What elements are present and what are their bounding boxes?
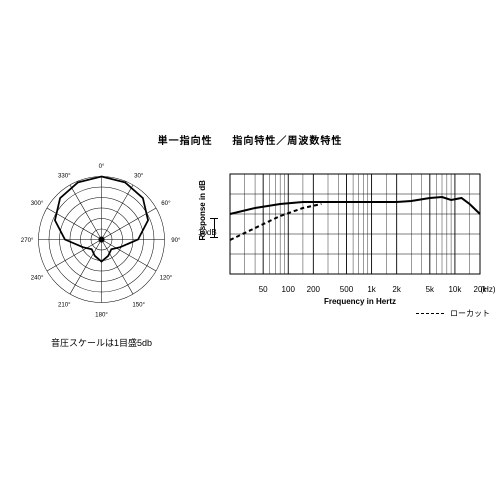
freq-legend: ローカット xyxy=(200,308,490,319)
xtick-label: 2k xyxy=(392,285,400,294)
xtick-label: 50 xyxy=(259,285,268,294)
svg-text:0°: 0° xyxy=(99,163,105,170)
legend-dash-icon xyxy=(416,313,444,314)
chart-title: 単一指向性 指向特性／周波数特性 xyxy=(0,132,500,147)
freq-xticks: 501002005001k2k5k10k20k(Hz) xyxy=(200,285,490,295)
title-right: 指向特性／周波数特性 xyxy=(232,136,342,147)
svg-text:210°: 210° xyxy=(58,302,71,309)
frequency-chart xyxy=(200,170,490,280)
frequency-chart-container: Response in dB 10dB 501002005001k2k5k10k… xyxy=(200,170,490,319)
xtick-label: 1k xyxy=(367,285,375,294)
svg-text:60°: 60° xyxy=(161,200,171,207)
svg-text:180°: 180° xyxy=(95,312,108,319)
xaxis-unit: (Hz) xyxy=(480,285,495,294)
legend-lowcut-label: ローカット xyxy=(450,309,490,318)
svg-text:300°: 300° xyxy=(31,200,44,207)
xtick-label: 500 xyxy=(340,285,353,294)
svg-text:90°: 90° xyxy=(171,237,181,244)
title-left: 単一指向性 xyxy=(158,136,213,147)
svg-text:150°: 150° xyxy=(132,302,145,309)
polar-chart-container: 0° 30° 60° 90° 120° 150° 180° 210° 240° 270° 300° 3… xyxy=(14,152,189,349)
svg-text:120°: 120° xyxy=(160,274,173,281)
svg-text:270°: 270° xyxy=(21,237,34,244)
svg-text:30°: 30° xyxy=(134,173,144,180)
freq-ystep: 10dB xyxy=(198,228,217,237)
polar-caption: 音圧スケールは1目盛5db xyxy=(14,336,189,349)
xtick-label: 5k xyxy=(426,285,434,294)
freq-xlabel: Frequency in Hertz xyxy=(200,297,490,306)
polar-chart: 0° 30° 60° 90° 120° 150° 180° 210° 240° 270° 300° 3… xyxy=(14,152,189,327)
svg-text:330°: 330° xyxy=(58,173,71,180)
xtick-label: 10k xyxy=(448,285,461,294)
svg-text:240°: 240° xyxy=(31,274,44,281)
xtick-label: 200 xyxy=(307,285,320,294)
xtick-label: 100 xyxy=(282,285,295,294)
